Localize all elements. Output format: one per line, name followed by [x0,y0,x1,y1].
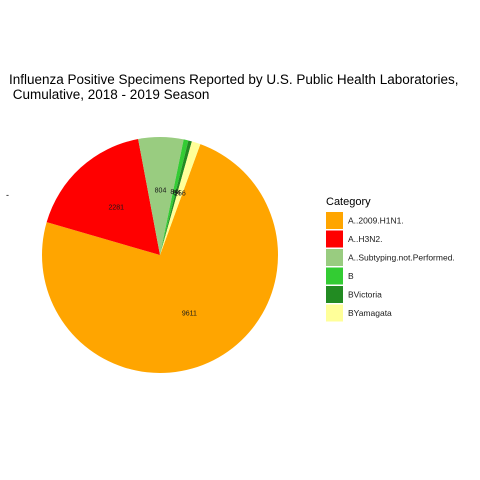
legend: Category A..2009.H1N1. A..H3N2. A..Subtypi… [326,196,455,322]
legend-swatch [326,286,343,303]
chart-title-line: Influenza Positive Specimens Reported by… [9,72,459,87]
pie-slice [46,139,160,255]
legend-swatch [326,212,343,229]
legend-label: A..2009.H1N1. [348,216,404,226]
legend-label: A..Subtyping.not.Performed. [348,253,455,263]
legend-label: B [348,271,354,281]
pie-slice-value-label: 156 [174,191,186,198]
pie-slice [160,140,192,255]
legend-items: A..2009.H1N1. A..H3N2. A..Subtyping.not.Pe… [326,212,455,322]
legend-title: Category [326,196,371,208]
chart-title: Influenza Positive Specimens Reported by… [9,72,459,102]
pie-slices [42,137,279,374]
pie-slice [160,139,189,255]
legend-swatch [326,230,343,248]
pie-slice-value-label: 84 [170,189,178,196]
legend-label: BYamagata [348,308,392,318]
y-axis-label: - [6,190,9,200]
pie-slice [160,141,201,255]
legend-swatch [326,304,343,322]
pie-slice-value-label: 804 [155,188,167,195]
legend-swatch [326,249,343,266]
chart-title-line: Cumulative, 2018 - 2019 Season [9,87,209,102]
pie-slice-value-label: 2281 [109,205,125,212]
legend-label: BVictoria [348,290,382,300]
pie-slice [138,137,184,255]
legend-label: A..H3N2. [348,234,383,244]
pie-slice-value-label: 64 [173,190,181,197]
pie-slice [42,144,279,374]
legend-swatch [326,267,343,285]
pie-slice-value-label: 9611 [182,310,197,317]
